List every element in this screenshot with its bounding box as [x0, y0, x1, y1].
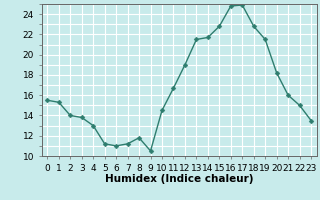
X-axis label: Humidex (Indice chaleur): Humidex (Indice chaleur) — [105, 174, 253, 184]
